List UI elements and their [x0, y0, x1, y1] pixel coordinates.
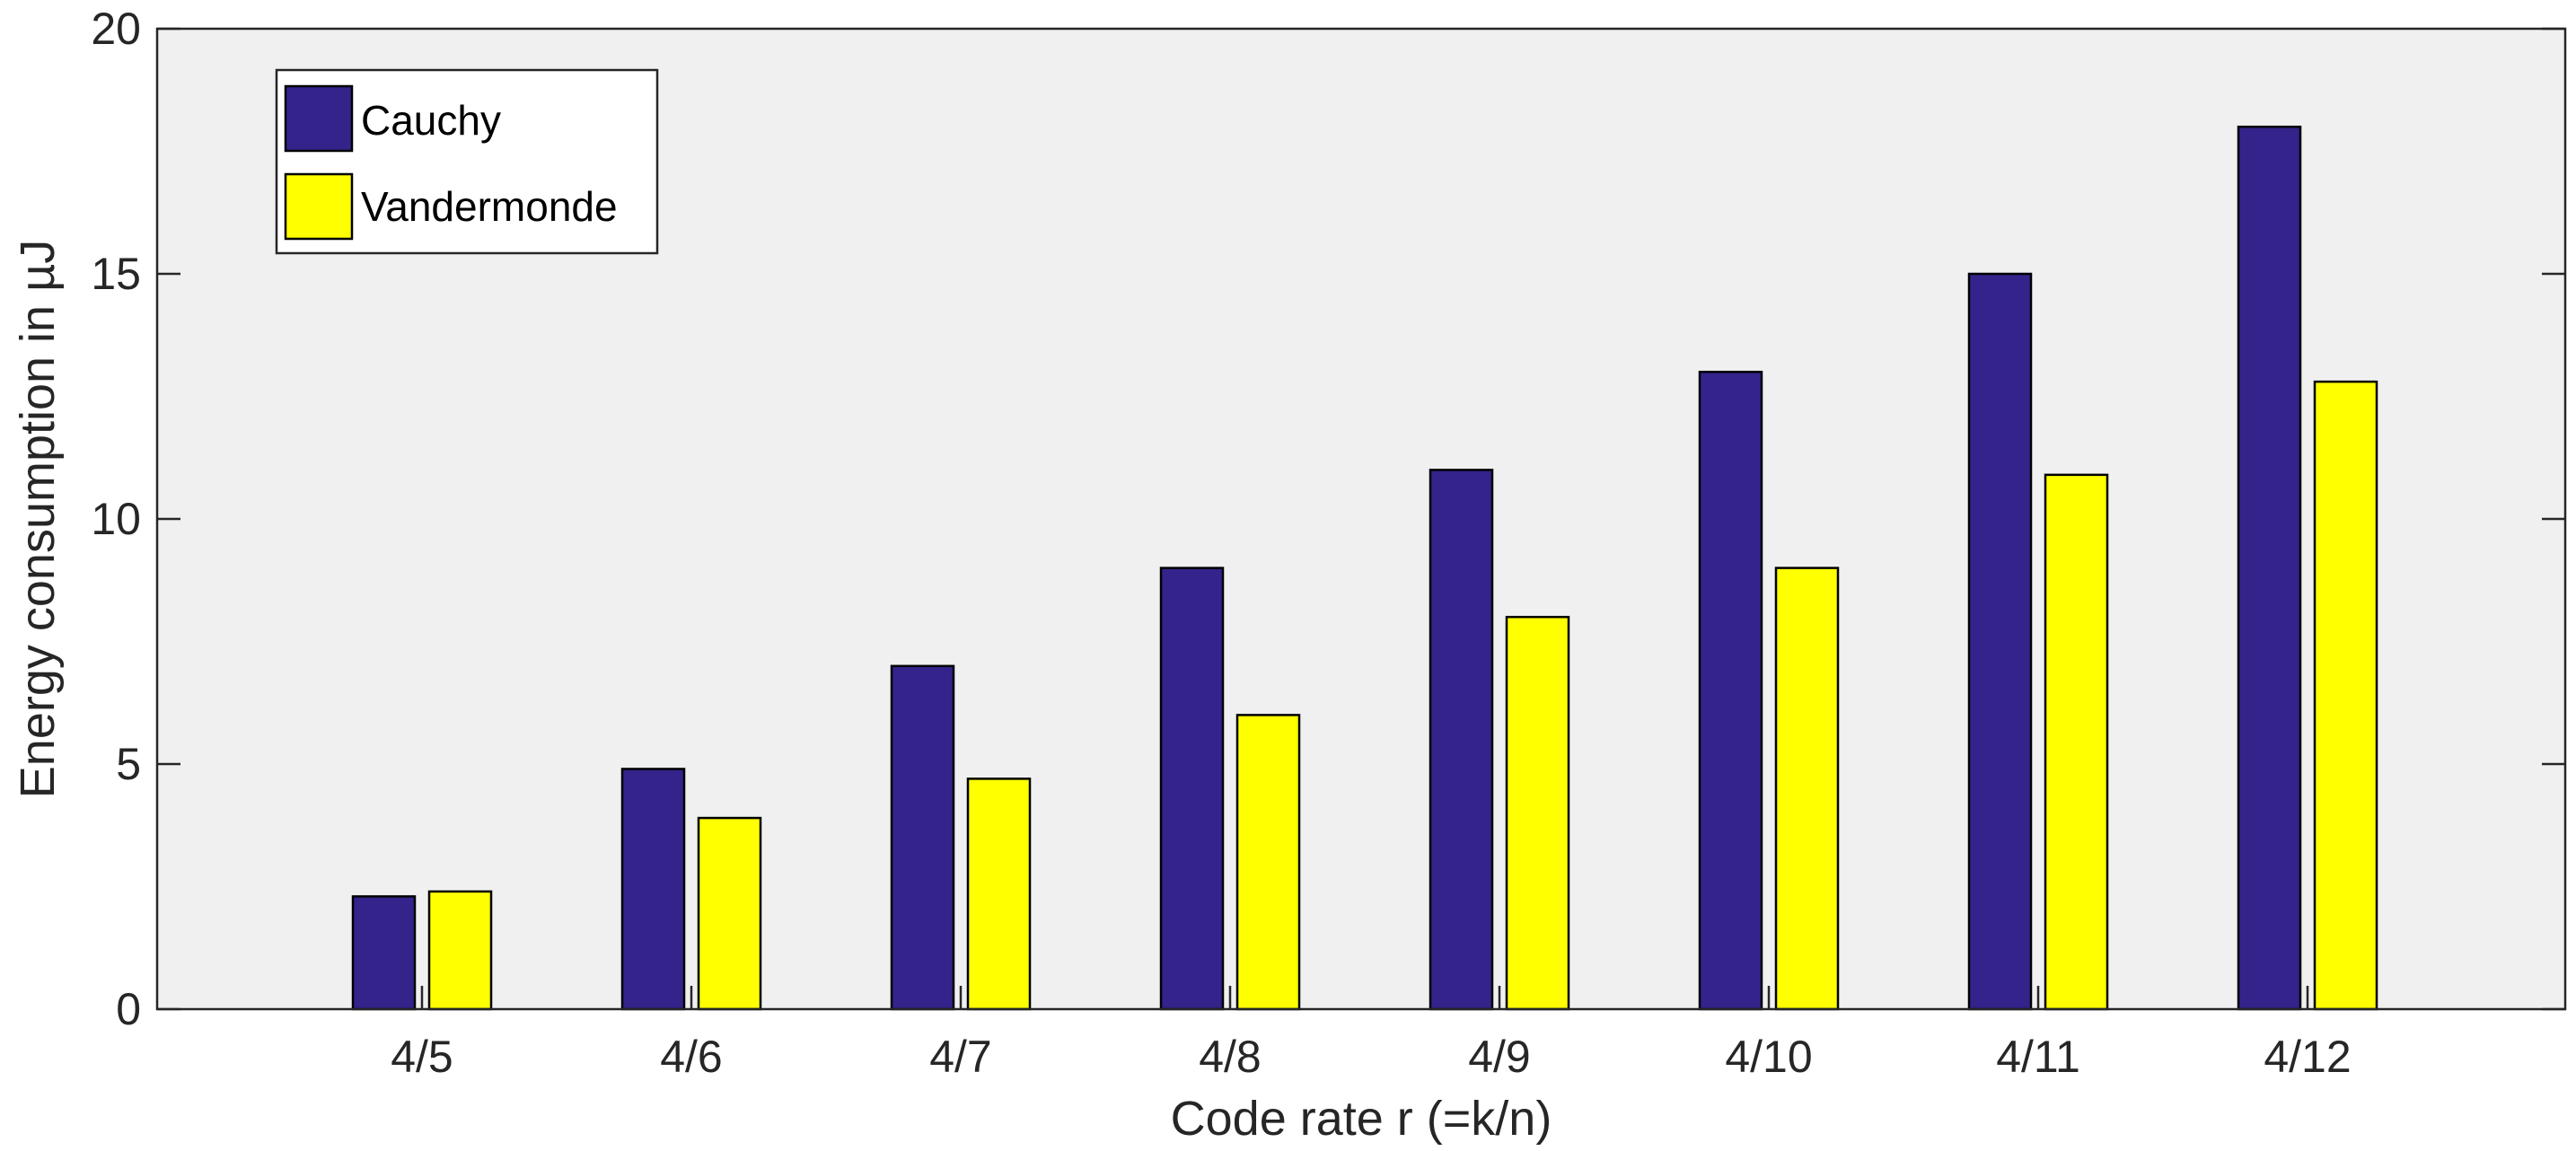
x-tick-label-4-7: 4/7 [929, 1032, 992, 1082]
bar-cauchy-4-7 [890, 664, 955, 1011]
bar-vandermonde-4-8 [1235, 714, 1301, 1011]
bar-vandermonde-4-9 [1505, 615, 1570, 1011]
x-tick-label-4-6: 4/6 [660, 1032, 723, 1082]
x-tick-labels: 4/5 4/6 4/7 4/8 4/9 4/10 4/11 4/12 [391, 1032, 2351, 1082]
y-tick-label-15: 15 [91, 249, 141, 299]
bar-cauchy-4-9 [1429, 469, 1494, 1011]
legend-swatch-vandermonde [284, 172, 354, 241]
bar-cauchy-4-12 [2237, 125, 2302, 1011]
bar-vandermonde-4-12 [2313, 380, 2378, 1011]
y-tick-label-0: 0 [116, 984, 141, 1034]
y-tick-label-10: 10 [91, 494, 141, 544]
x-tick-label-4-11: 4/11 [1996, 1032, 2080, 1082]
x-tick-label-4-9: 4/9 [1468, 1032, 1531, 1082]
bar-cauchy-4-6 [620, 768, 686, 1011]
y-tick-label-20: 20 [91, 4, 141, 54]
bars-layer [351, 125, 2378, 1011]
y-axis-title: Energy consumption in µJ [11, 240, 65, 798]
x-axis-title: Code rate r (=k/n) [1171, 1092, 1552, 1146]
x-tick-label-4-8: 4/8 [1199, 1032, 1262, 1082]
x-tick-label-4-12: 4/12 [2264, 1032, 2351, 1082]
bar-vandermonde-4-11 [2044, 473, 2109, 1011]
bar-cauchy-4-5 [351, 895, 417, 1011]
bar-vandermonde-4-7 [966, 778, 1032, 1011]
y-tick-label-5: 5 [116, 739, 141, 789]
legend-label-cauchy: Cauchy [361, 97, 501, 144]
x-tick-label-4-5: 4/5 [391, 1032, 453, 1082]
bar-vandermonde-4-10 [1774, 567, 1840, 1011]
plot-frame [155, 27, 2567, 1011]
bar-cauchy-4-10 [1698, 370, 1763, 1011]
y-tick-labels: 0 5 10 15 20 [91, 4, 141, 1034]
bar-cauchy-4-8 [1159, 567, 1225, 1011]
legend-swatch-cauchy [284, 84, 354, 153]
bar-vandermonde-4-6 [697, 816, 762, 1011]
x-tick-label-4-10: 4/10 [1725, 1032, 1812, 1082]
legend: Cauchy Vandermonde [275, 68, 659, 255]
bar-vandermonde-4-5 [427, 890, 493, 1011]
legend-label-vandermonde: Vandermonde [361, 183, 618, 230]
bar-cauchy-4-11 [1967, 272, 2033, 1011]
